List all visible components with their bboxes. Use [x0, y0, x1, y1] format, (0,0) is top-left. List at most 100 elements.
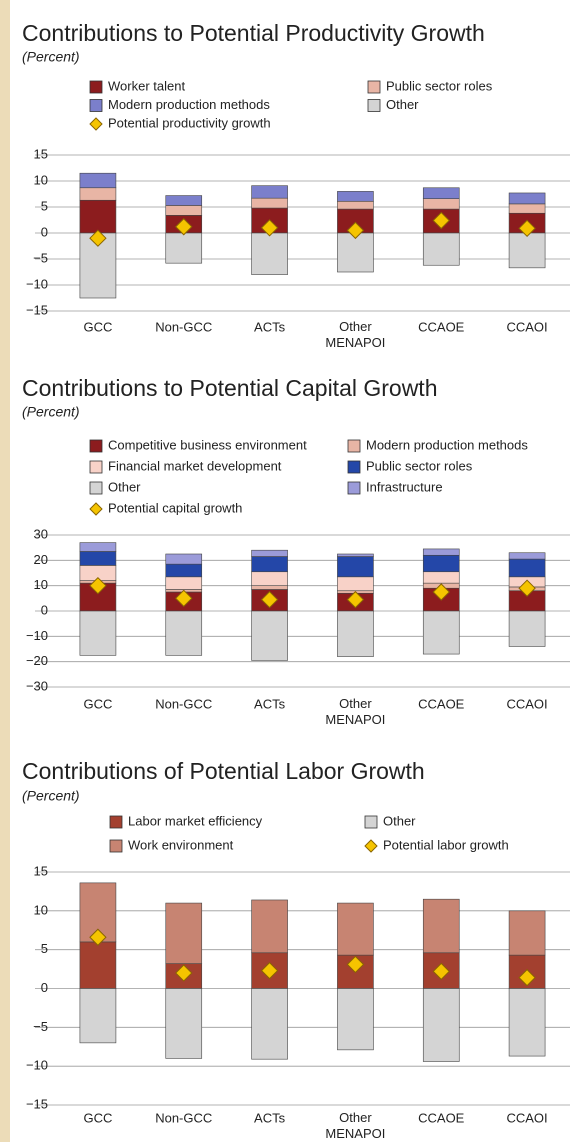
bar-segment — [79, 542, 117, 552]
bar-segment — [79, 172, 117, 189]
bar-segment — [79, 988, 117, 1044]
bar-segment — [165, 553, 203, 565]
bar-segment — [251, 899, 288, 954]
marker — [518, 219, 536, 238]
y-tick-label: 10 — [34, 172, 48, 187]
x-tick-label: CCAOI — [506, 696, 547, 711]
bar-segment — [422, 548, 460, 556]
y-tick-label: 5 — [41, 941, 48, 956]
bar-segment — [422, 898, 460, 954]
legend-label: Financial market development — [108, 458, 282, 473]
marker — [260, 590, 279, 609]
bar-segment — [165, 563, 203, 578]
bar-segment — [79, 551, 117, 566]
legend-swatch — [364, 815, 378, 829]
y-tick-label: 10 — [34, 577, 48, 592]
bar-segment — [508, 558, 546, 578]
y-tick-label: 0 — [41, 602, 48, 617]
legend-swatch — [89, 80, 103, 94]
legend-label: Labor market efficiency — [128, 813, 263, 828]
legend-label: Other — [108, 479, 141, 494]
legend-label: Potential labor growth — [383, 837, 509, 852]
bar-segment — [422, 610, 460, 655]
marker — [260, 961, 279, 980]
y-tick-label: −5 — [33, 250, 48, 265]
bar-segment — [251, 197, 288, 209]
bar-segment — [251, 988, 288, 1060]
y-tick-label: 0 — [41, 224, 48, 239]
bar-segment — [165, 610, 203, 656]
legend-swatch — [109, 839, 123, 853]
legend-label: Public sector roles — [386, 78, 493, 93]
bar-segment — [508, 552, 546, 560]
x-tick-label: CCAOE — [418, 319, 465, 334]
bar-segment — [79, 187, 117, 201]
legend-swatch — [89, 439, 103, 453]
bar-segment — [422, 187, 460, 199]
x-tick-label: Non-GCC — [155, 1110, 212, 1125]
x-tick-label: CCAOI — [506, 319, 547, 334]
bar-segment — [165, 902, 203, 964]
y-tick-label: 0 — [41, 980, 48, 995]
legend-swatch — [347, 460, 361, 474]
x-tick-label: Other MENAPOI — [325, 696, 385, 727]
y-tick-label: −20 — [26, 653, 48, 668]
chart-title: Contributions to Potential Productivity … — [22, 20, 485, 46]
legend-marker — [89, 117, 103, 131]
y-tick-label: −15 — [26, 1096, 48, 1111]
marker — [175, 964, 193, 982]
y-tick-label: 30 — [34, 526, 48, 541]
marker — [432, 211, 450, 230]
bar-segment — [337, 200, 374, 210]
legend-label: Other — [386, 97, 419, 112]
bar-segment — [508, 232, 546, 269]
legend-swatch — [89, 481, 103, 495]
legend-label: Competitive business environment — [108, 437, 307, 452]
marker — [89, 229, 107, 247]
x-tick-label: CCAOE — [418, 696, 465, 711]
bar-segment — [508, 192, 546, 205]
marker — [432, 962, 450, 981]
chart-subtitle: (Percent) — [22, 404, 80, 420]
marker — [518, 579, 536, 597]
legend-label: Public sector roles — [366, 458, 473, 473]
x-tick-label: ACTs — [254, 696, 286, 711]
bar-segment — [251, 556, 288, 573]
bar-segment — [508, 988, 546, 1057]
bar-segment — [508, 610, 546, 647]
bar-segment — [422, 198, 460, 210]
legend-label: Modern production methods — [108, 97, 270, 112]
y-tick-label: −10 — [26, 1058, 48, 1073]
marker — [346, 221, 365, 240]
bar-segment — [337, 576, 374, 592]
bar-segment — [165, 195, 203, 206]
chart-title: Contributions of Potential Labor Growth — [22, 758, 425, 784]
legend-label: Potential productivity growth — [108, 115, 271, 130]
bar-segment — [165, 205, 203, 216]
legend-swatch — [347, 439, 361, 453]
bar-segment — [165, 988, 203, 1059]
y-tick-label: −30 — [26, 678, 48, 693]
bar-segment — [337, 232, 374, 273]
chart-subtitle: (Percent) — [22, 49, 80, 65]
bar-segment — [337, 556, 374, 578]
marker — [346, 590, 365, 609]
legend-swatch — [89, 460, 103, 474]
x-tick-label: Other MENAPOI — [325, 1110, 385, 1141]
bar-segment — [165, 576, 203, 590]
legend-label: Infrastructure — [366, 479, 443, 494]
marker — [432, 583, 450, 601]
marker — [89, 576, 107, 595]
bar-segment — [79, 610, 117, 656]
y-tick-label: −10 — [26, 276, 48, 291]
bar-segment — [337, 610, 374, 657]
marker — [175, 218, 193, 236]
y-tick-label: −10 — [26, 628, 48, 643]
marker — [89, 928, 107, 946]
x-tick-label: GCC — [83, 696, 112, 711]
y-tick-label: 15 — [34, 146, 48, 161]
y-tick-label: 5 — [41, 198, 48, 213]
legend-swatch — [367, 99, 381, 112]
bar-segment — [422, 554, 460, 573]
